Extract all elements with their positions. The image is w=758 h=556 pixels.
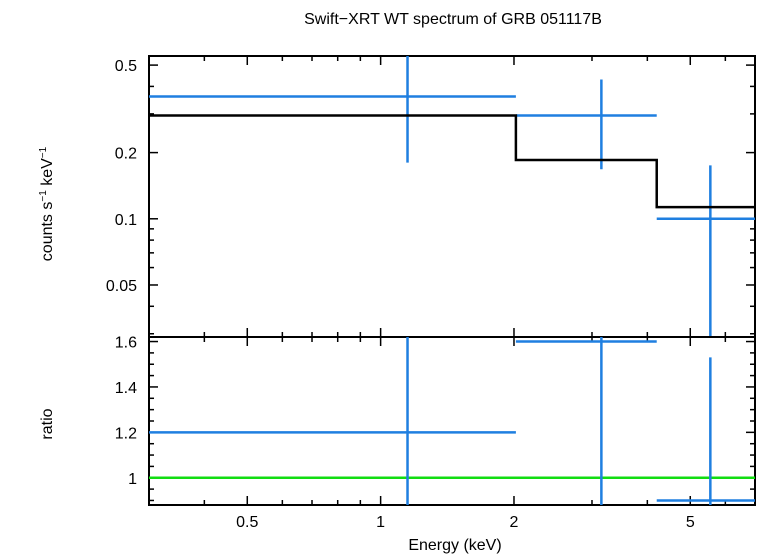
ylabel-text: counts s (39, 202, 56, 262)
ylabel-superscript: −1 (38, 190, 49, 202)
x-tick-label: 2 (510, 514, 519, 531)
ratio-y-tick-label: 1.2 (115, 425, 137, 442)
ratio-y-tick-label: 1 (128, 471, 137, 488)
spectrum-frame (148, 55, 756, 338)
data-point (656, 165, 755, 337)
spectrum-y-axis-label: counts s−1 keV−1 (38, 146, 56, 261)
data-point (515, 79, 657, 170)
ratio-frame (148, 336, 756, 506)
ratio-y-axis-label: ratio (39, 408, 56, 439)
spectrum-y-tick-label: 0.1 (115, 212, 137, 229)
model-step-line (149, 114, 755, 209)
ylabel-superscript: −1 (38, 146, 49, 158)
spectrum-y-tick-label: 0.05 (106, 278, 137, 295)
data-point (656, 357, 755, 505)
data-point (515, 337, 657, 505)
x-tick-label: 1 (376, 514, 385, 531)
spectrum-panel: 0.5 0.2 0.1 0.05 (106, 55, 756, 338)
ratio-panel: 1.6 1.4 1.2 1 (115, 335, 756, 506)
data-point (149, 337, 516, 505)
data-point (149, 56, 516, 163)
x-axis-label: Energy (keV) (408, 537, 501, 554)
ratio-y-tick-label: 1.4 (115, 380, 137, 397)
x-tick-label: 5 (686, 514, 695, 531)
spectrum-y-tick-label: 0.5 (115, 58, 137, 75)
x-axis: 0.5 1 2 5 (236, 514, 695, 531)
ylabel-text: keV (39, 158, 56, 190)
x-tick-label: 0.5 (236, 514, 258, 531)
ratio-y-tick-label: 1.6 (115, 335, 137, 352)
chart-title: Swift−XRT WT spectrum of GRB 051117B (304, 11, 602, 28)
spectrum-y-tick-label: 0.2 (115, 146, 137, 163)
